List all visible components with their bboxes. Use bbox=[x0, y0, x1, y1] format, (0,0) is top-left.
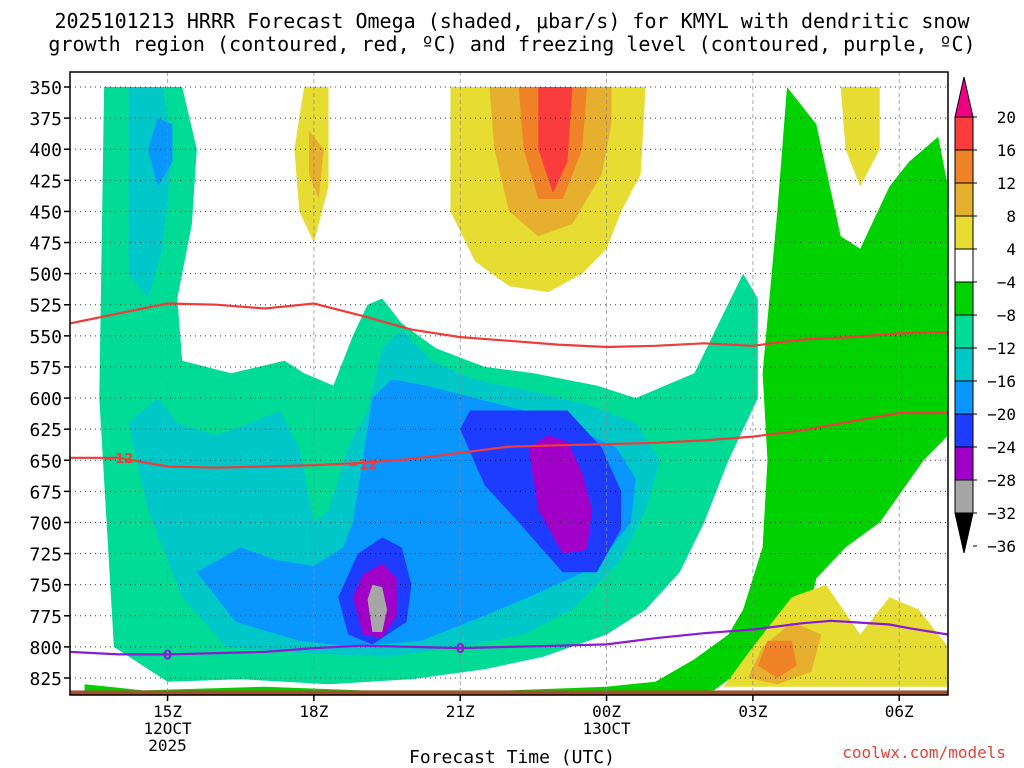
y-tick-label-625: 625 bbox=[29, 420, 62, 441]
colorbar-label-12: −32 bbox=[987, 504, 1016, 523]
y-tick-label-350: 350 bbox=[29, 78, 62, 99]
omega-region-19 bbox=[757, 640, 797, 678]
colorbar-label-11: −28 bbox=[987, 471, 1016, 490]
y-tick-label-600: 600 bbox=[29, 389, 62, 410]
colorbar-label-13: −36 bbox=[987, 537, 1016, 556]
colorbar-segment-6 bbox=[954, 314, 974, 349]
colorbar-label-2: 12 bbox=[997, 174, 1016, 193]
chart-title-line-1: 2025101213 HRRR Forecast Omega (shaded, … bbox=[54, 9, 970, 33]
y-tick-label-525: 525 bbox=[29, 296, 62, 317]
y-tick-label-750: 750 bbox=[29, 576, 62, 597]
colorbar-segment-3 bbox=[954, 215, 974, 250]
ground-band bbox=[70, 690, 948, 695]
y-tick-label-450: 450 bbox=[29, 202, 62, 223]
colorbar-label-6: −8 bbox=[997, 306, 1016, 325]
x-axis-title: Forecast Time (UTC) bbox=[409, 747, 615, 768]
x-tick-label-15-0: 15Z bbox=[153, 702, 182, 721]
colorbar-segment-8 bbox=[954, 380, 974, 415]
x-tick-label-24-1: 13OCT bbox=[582, 719, 631, 738]
x-tick-label-15-1: 12OCT bbox=[143, 719, 192, 738]
freezing-level-label-0: 0 bbox=[163, 648, 172, 663]
colorbar-label-4: 4 bbox=[1006, 240, 1016, 259]
dgz-contour-label-1: −12 bbox=[348, 458, 377, 473]
y-tick-label-575: 575 bbox=[29, 358, 62, 379]
colorbar: 20 16 12 8 4 −4 −8 −12 −16 −20 −24 −28 −32 −36 bbox=[954, 76, 1016, 556]
y-tick-label-550: 550 bbox=[29, 327, 62, 348]
colorbar-segment-11 bbox=[954, 479, 974, 514]
y-axis: 350 375 400 425 450 475 500 525 550 575 600 625 650 6… bbox=[29, 78, 70, 690]
colorbar-label-8: −16 bbox=[987, 372, 1016, 391]
x-tick-label-21-0: 21Z bbox=[446, 702, 475, 721]
y-tick-label-500: 500 bbox=[29, 265, 62, 286]
omega-region-10 bbox=[367, 584, 388, 632]
contours: −12 −12 0 0 bbox=[70, 302, 948, 663]
y-tick-label-675: 675 bbox=[29, 482, 62, 503]
colorbar-label-3: 8 bbox=[1006, 207, 1016, 226]
x-tick-label-24-0: 00Z bbox=[592, 702, 621, 721]
dgz-contour-label-2: −12 bbox=[104, 452, 133, 467]
x-tick-label-15-2: 2025 bbox=[148, 736, 187, 755]
y-tick-label-700: 700 bbox=[29, 513, 62, 534]
colorbar-bottom-arrow bbox=[954, 512, 974, 554]
colorbar-segment-1 bbox=[954, 149, 974, 184]
x-tick-label-30-0: 06Z bbox=[885, 702, 914, 721]
colorbar-segment-10 bbox=[954, 446, 974, 481]
freezing-level-contour bbox=[70, 619, 948, 656]
plot-border bbox=[69, 71, 949, 696]
colorbar-segment-9 bbox=[954, 413, 974, 448]
y-tick-label-800: 800 bbox=[29, 638, 62, 659]
omega-region-0 bbox=[84, 87, 948, 695]
y-tick-label-650: 650 bbox=[29, 451, 62, 472]
plot-frame bbox=[69, 71, 949, 696]
dgz-contour-1 bbox=[70, 411, 948, 469]
colorbar-label-7: −12 bbox=[987, 339, 1016, 358]
credit-link[interactable]: coolwx.com/models bbox=[842, 743, 1006, 762]
y-tick-label-725: 725 bbox=[29, 545, 62, 566]
y-tick-label-775: 775 bbox=[29, 607, 62, 628]
chart-title-line-2: growth region (contoured, red, ºC) and f… bbox=[48, 32, 976, 56]
colorbar-label-5: −4 bbox=[997, 273, 1016, 292]
colorbar-label-9: −20 bbox=[987, 405, 1016, 424]
omega-region-4 bbox=[148, 118, 173, 187]
x-tick-label-27-0: 03Z bbox=[738, 702, 767, 721]
colorbar-label-10: −24 bbox=[987, 438, 1016, 457]
omega-region-9 bbox=[528, 435, 592, 554]
y-tick-label-375: 375 bbox=[29, 109, 62, 130]
colorbar-label-0: 20 bbox=[997, 108, 1016, 127]
x-tick-label-18-0: 18Z bbox=[299, 702, 328, 721]
colorbar-label-1: 16 bbox=[997, 141, 1016, 160]
freezing-level-label-1: 0 bbox=[456, 642, 465, 657]
colorbar-segment-7 bbox=[954, 347, 974, 382]
omega-region-13 bbox=[840, 87, 880, 187]
omega-region-20 bbox=[538, 87, 573, 193]
y-tick-label-475: 475 bbox=[29, 234, 62, 255]
y-tick-label-400: 400 bbox=[29, 140, 62, 161]
y-tick-label-425: 425 bbox=[29, 171, 62, 192]
colorbar-segment-0 bbox=[954, 116, 974, 151]
colorbar-segment-2 bbox=[954, 182, 974, 217]
y-tick-label-825: 825 bbox=[29, 669, 62, 690]
colorbar-segment-4 bbox=[954, 248, 974, 283]
omega-regions bbox=[70, 87, 948, 695]
colorbar-segment-5 bbox=[954, 281, 974, 316]
omega-region-16 bbox=[309, 130, 324, 199]
colorbar-top-arrow bbox=[954, 76, 974, 118]
grid bbox=[70, 72, 948, 695]
dgz-contour-0 bbox=[70, 302, 948, 349]
